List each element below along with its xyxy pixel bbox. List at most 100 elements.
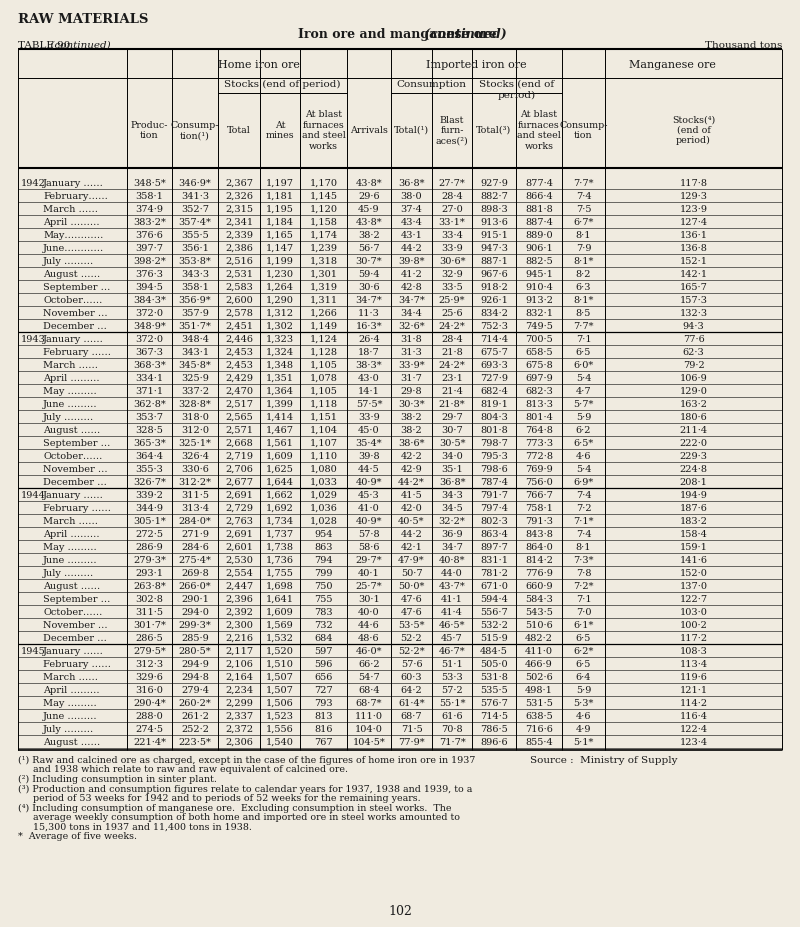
Text: July ………: July ……… xyxy=(43,725,94,733)
Text: 1942: 1942 xyxy=(21,179,46,187)
Text: 804·3: 804·3 xyxy=(480,413,508,422)
Text: 152·1: 152·1 xyxy=(679,257,707,266)
Text: 764·8: 764·8 xyxy=(525,425,553,435)
Text: 505·0: 505·0 xyxy=(480,660,508,668)
Text: 252·2: 252·2 xyxy=(181,725,209,733)
Text: 1,523: 1,523 xyxy=(266,712,294,720)
Text: 356·9*: 356·9* xyxy=(178,296,211,305)
Text: 2,451: 2,451 xyxy=(225,322,253,331)
Text: 52·2: 52·2 xyxy=(401,634,422,642)
Text: 411·0: 411·0 xyxy=(525,647,553,655)
Text: 1945: 1945 xyxy=(21,647,46,655)
Text: 1,128: 1,128 xyxy=(310,348,338,357)
Text: 302·8: 302·8 xyxy=(135,594,163,603)
Text: 7·1*: 7·1* xyxy=(574,516,594,526)
Text: 316·0: 316·0 xyxy=(135,686,163,694)
Text: 61·6: 61·6 xyxy=(441,712,463,720)
Text: 62·3: 62·3 xyxy=(682,348,704,357)
Text: 25·9*: 25·9* xyxy=(438,296,466,305)
Text: Produc-
tion: Produc- tion xyxy=(130,121,168,140)
Text: 271·9: 271·9 xyxy=(181,529,209,539)
Text: May ………: May ……… xyxy=(43,699,97,707)
Text: Iron ore and manganese ore: Iron ore and manganese ore xyxy=(298,28,502,41)
Text: 14·1: 14·1 xyxy=(358,387,380,396)
Text: 42·2: 42·2 xyxy=(401,451,422,461)
Text: December …: December … xyxy=(43,477,107,487)
Text: 793: 793 xyxy=(314,699,333,707)
Text: At blast
furnaces
and steel
works: At blast furnaces and steel works xyxy=(302,110,346,150)
Text: 2,396: 2,396 xyxy=(225,594,253,603)
Text: 2,531: 2,531 xyxy=(225,270,253,279)
Text: 45·9: 45·9 xyxy=(358,205,380,213)
Text: 1,302: 1,302 xyxy=(266,322,294,331)
Text: April ………: April ……… xyxy=(43,374,100,383)
Text: 8·1: 8·1 xyxy=(576,231,591,240)
Text: 334·1: 334·1 xyxy=(135,374,163,383)
Text: 798·6: 798·6 xyxy=(480,464,508,474)
Text: 27·0: 27·0 xyxy=(441,205,463,213)
Text: Manganese ore: Manganese ore xyxy=(629,60,715,70)
Text: 749·5: 749·5 xyxy=(525,322,553,331)
Text: 1,644: 1,644 xyxy=(266,477,294,487)
Text: 372·0: 372·0 xyxy=(135,309,163,318)
Text: 208·1: 208·1 xyxy=(679,477,707,487)
Text: 6·4: 6·4 xyxy=(576,673,591,681)
Text: September …: September … xyxy=(43,438,110,448)
Text: 658·5: 658·5 xyxy=(525,348,553,357)
Text: 34·5: 34·5 xyxy=(441,503,463,513)
Text: 68·7: 68·7 xyxy=(401,712,422,720)
Text: 6·5*: 6·5* xyxy=(574,438,594,448)
Text: 25·6: 25·6 xyxy=(441,309,463,318)
Text: 693·3: 693·3 xyxy=(480,361,508,370)
Text: 882·5: 882·5 xyxy=(525,257,553,266)
Text: 311·5: 311·5 xyxy=(181,490,209,500)
Text: 1,641: 1,641 xyxy=(266,594,294,603)
Text: (²) Including consumption in sinter plant.: (²) Including consumption in sinter plan… xyxy=(18,775,217,784)
Text: 2,164: 2,164 xyxy=(225,673,253,681)
Text: 263·8*: 263·8* xyxy=(133,581,166,590)
Text: 1,174: 1,174 xyxy=(310,231,338,240)
Text: 1,348: 1,348 xyxy=(266,361,294,370)
Text: 498·1: 498·1 xyxy=(525,686,553,694)
Text: 122·7: 122·7 xyxy=(679,594,707,603)
Text: Total: Total xyxy=(227,126,251,135)
Text: 357·9: 357·9 xyxy=(181,309,209,318)
Text: 352·7: 352·7 xyxy=(181,205,209,213)
Text: 344·9: 344·9 xyxy=(135,503,163,513)
Text: Home iron ore: Home iron ore xyxy=(218,60,300,70)
Text: November …: November … xyxy=(43,309,108,318)
Text: 305·1*: 305·1* xyxy=(133,516,166,526)
Text: 346·9*: 346·9* xyxy=(178,179,211,187)
Text: 180·6: 180·6 xyxy=(680,413,707,422)
Text: 21·8: 21·8 xyxy=(441,348,463,357)
Text: 348·5*: 348·5* xyxy=(133,179,166,187)
Text: 2,691: 2,691 xyxy=(225,490,253,500)
Text: 48·6: 48·6 xyxy=(358,634,380,642)
Text: 301·7*: 301·7* xyxy=(133,621,166,629)
Text: 1,199: 1,199 xyxy=(266,257,294,266)
Text: 2,429: 2,429 xyxy=(225,374,253,383)
Text: 1,625: 1,625 xyxy=(266,464,294,474)
Text: 32·6*: 32·6* xyxy=(398,322,425,331)
Text: (¹) Raw and calcined ore as charged, except in the case of the figures of home i: (¹) Raw and calcined ore as charged, exc… xyxy=(18,756,475,765)
Text: 915·1: 915·1 xyxy=(480,231,508,240)
Text: 358·1: 358·1 xyxy=(181,283,209,292)
Text: 1,312: 1,312 xyxy=(266,309,294,318)
Text: 797·4: 797·4 xyxy=(480,503,508,513)
Text: 1,323: 1,323 xyxy=(266,335,294,344)
Text: December …: December … xyxy=(43,634,107,642)
Text: April ………: April ……… xyxy=(43,686,100,694)
Text: 7·8: 7·8 xyxy=(576,568,591,578)
Text: 816: 816 xyxy=(314,725,333,733)
Text: 11·3: 11·3 xyxy=(358,309,380,318)
Text: 55·1*: 55·1* xyxy=(438,699,466,707)
Text: 1,197: 1,197 xyxy=(266,179,294,187)
Text: 7·2*: 7·2* xyxy=(574,581,594,590)
Text: 714·4: 714·4 xyxy=(480,335,508,344)
Text: 330·6: 330·6 xyxy=(181,464,209,474)
Text: 656: 656 xyxy=(314,673,333,681)
Text: 33·9: 33·9 xyxy=(441,244,463,253)
Text: 2,392: 2,392 xyxy=(225,608,253,616)
Text: 39·8*: 39·8* xyxy=(398,257,425,266)
Text: 108·3: 108·3 xyxy=(679,647,707,655)
